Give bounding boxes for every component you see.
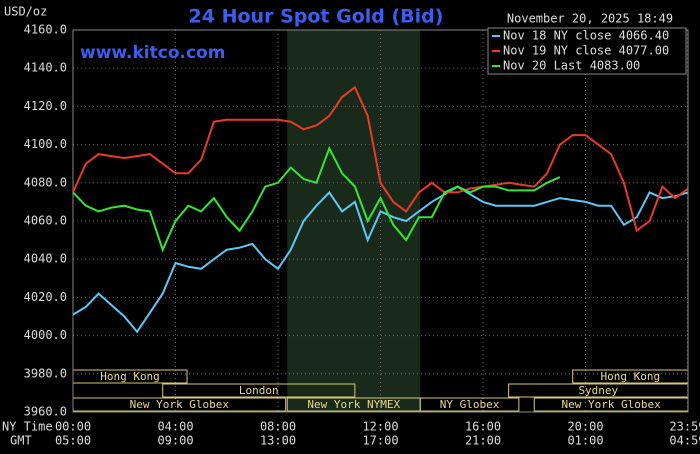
x-tick-label: 16:00 [465,420,501,434]
y-tick-label: 4160.0 [24,23,67,37]
y-tick-label: 4040.0 [24,252,67,266]
x-tick-label: 04:00 [157,420,193,434]
website: www.kitco.com [80,43,225,63]
legend-label: Nov 18 NY close 4066.40 [503,29,669,43]
session-label: New York NYMEX [307,398,400,411]
session-bar [419,397,520,412]
y-tick-label: 4020.0 [24,290,67,304]
y-tick-label: 4140.0 [24,61,67,75]
session-label: NY Globex [440,398,500,411]
session-label: Hong Kong [100,370,160,383]
session-label: New York Globex [130,398,230,411]
x-tick-label: 08:00 [260,420,296,434]
session-label: New York Globex [561,398,661,411]
y-tick-label: 4080.0 [24,175,67,189]
x-tick-label: 20:00 [567,420,603,434]
x2-tick-label: 05:00 [55,434,91,448]
series-line [72,185,689,334]
timestamp: November 20, 2025 18:49 [507,12,673,26]
session-label: Hong Kong [601,370,661,383]
y-tick-label: 4060.0 [24,214,67,228]
session-label: Sydney [578,384,618,397]
chart-title: 24 Hour Spot Gold (Bid) [189,6,444,28]
x2-tick-label: 01:00 [567,434,603,448]
x2-tick-label: 09:00 [157,434,193,448]
y-tick-label: 3960.0 [24,405,67,419]
legend-label: Nov 20 Last 4083.00 [503,59,640,73]
series-line [72,85,689,233]
x-tick-label: 00:00 [55,420,91,434]
y-tick-label: 4100.0 [24,137,67,151]
session-label: London [239,384,279,397]
session-bar [162,383,356,398]
x2-tick-label: 17:00 [362,434,398,448]
legend-label: Nov 19 NY close 4077.00 [503,44,669,58]
x-tick-label: 23:59 [669,420,700,434]
y-tick-label: 4120.0 [24,99,67,113]
x-axis-label: NY Time [2,420,53,434]
x2-tick-label: 13:00 [260,434,296,448]
x-tick-label: 12:00 [362,420,398,434]
unit-label: USD/oz [4,5,47,19]
y-tick-label: 3980.0 [24,366,67,380]
x2-tick-label: 21:00 [465,434,501,448]
x2-tick-label: 04:59 [669,434,700,448]
plot-frame [72,29,689,413]
x2-axis-label: GMT [10,434,32,448]
legend-box [487,27,687,75]
series-line [72,145,561,253]
y-tick-label: 4000.0 [24,328,67,342]
